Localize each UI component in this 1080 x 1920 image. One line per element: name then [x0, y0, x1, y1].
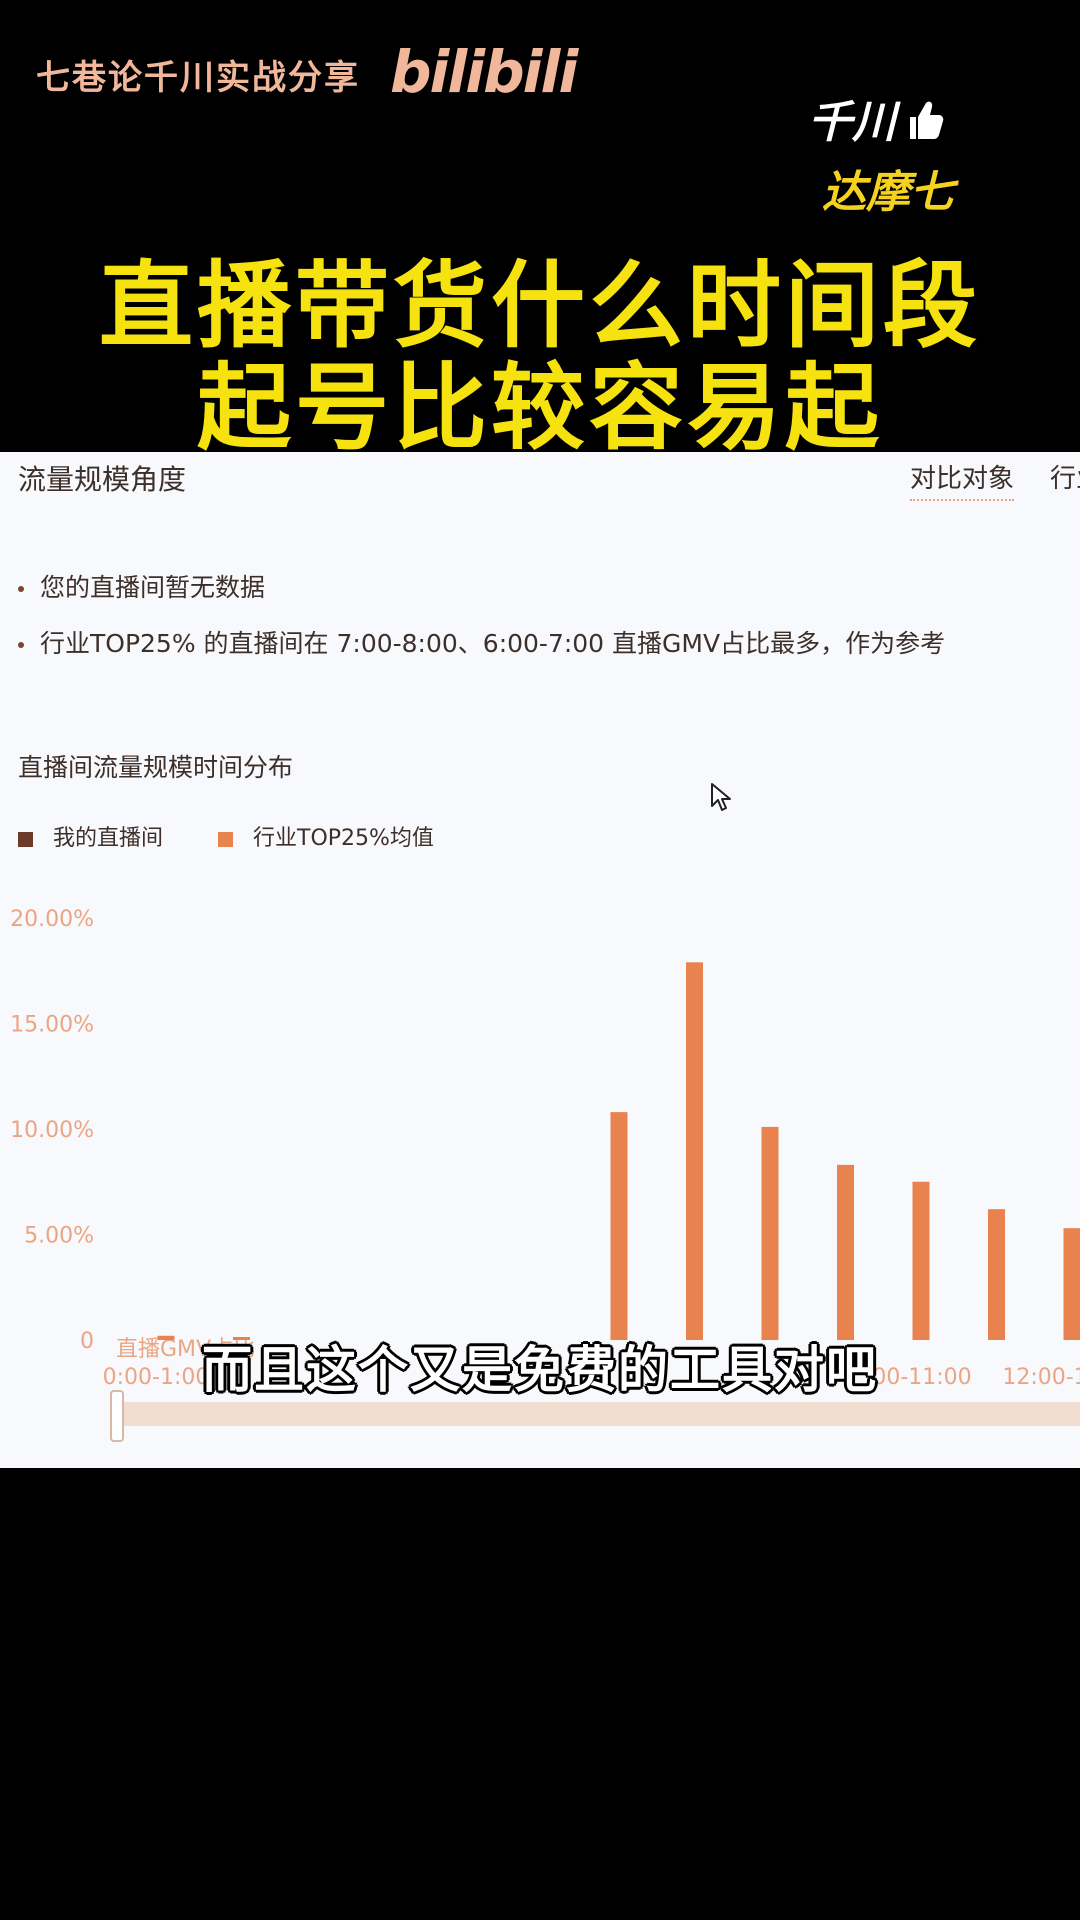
brand-line2: 达摩七	[822, 166, 954, 218]
legend-industry-top25[interactable]: 行业TOP25%均值	[218, 820, 434, 852]
mouse-cursor-icon	[710, 782, 732, 816]
video-footer	[0, 1468, 1080, 1920]
y-tick-label: 10.00%	[10, 1118, 94, 1143]
video-subtitle: 而且这个又是免费的工具对吧	[202, 1341, 878, 1399]
y-tick-label: 5.00%	[24, 1224, 94, 1249]
industry-selector[interactable]: 行业	[1050, 464, 1080, 494]
headline-line1: 直播带货什么时间段	[98, 252, 981, 361]
legend-my-room[interactable]: 我的直播间	[18, 820, 163, 852]
legend-label: 我的直播间	[53, 826, 164, 851]
compare-target-dropdown[interactable]: 对比对象	[910, 458, 1015, 501]
y-tick-label: 15.00%	[10, 1013, 94, 1038]
bar-industry-top25[interactable]	[837, 1164, 854, 1340]
range-slider-track[interactable]	[110, 1402, 1080, 1426]
brand-line1: 千川	[808, 97, 896, 148]
x-tick-label: 12:00-1	[1002, 1365, 1080, 1390]
y-tick-label: 20.00%	[10, 907, 94, 932]
x-tick-label: 0:00-1:00	[103, 1365, 210, 1390]
bullet-industry-tip: 行业TOP25% 的直播间在 7:00-8:00、6:00-7:00 直播GMV…	[18, 624, 945, 660]
bullet-dot	[18, 642, 24, 648]
y-axis-title: 直播GMV占比	[116, 1337, 255, 1362]
bullet-text: 您的直播间暂无数据	[40, 573, 266, 602]
channel-name: 七巷论千川实战分享	[36, 58, 360, 98]
bar-industry-top25[interactable]	[988, 1209, 1005, 1340]
bar-industry-top25[interactable]	[610, 1112, 628, 1340]
brand-logo: 千川 达摩七	[808, 86, 998, 220]
y-tick-label: 0	[80, 1329, 94, 1354]
chart-title: 直播间流量规模时间分布	[18, 753, 294, 782]
bar-industry-top25[interactable]	[157, 1335, 175, 1340]
analytics-panel: 流量规模角度 对比对象 行业 您的直播间暂无数据 行业TOP25% 的直播间在 …	[0, 452, 1080, 1468]
range-slider-handle[interactable]	[110, 1390, 124, 1442]
thumbs-up-icon	[904, 99, 944, 152]
bullet-no-data: 您的直播间暂无数据	[18, 568, 265, 604]
legend-swatch	[18, 831, 33, 847]
bar-industry-top25[interactable]	[233, 1337, 250, 1340]
gmv-bar-chart: 直播GMV占比 0 5.00% 10.00% 15.00% 20.00% 0:00-1:…	[10, 907, 1080, 1390]
bullet-dot	[18, 586, 24, 592]
bar-industry-top25[interactable]	[912, 1181, 930, 1340]
bar-industry-top25[interactable]	[686, 962, 703, 1340]
bar-industry-top25[interactable]	[1063, 1228, 1080, 1340]
section-title: 流量规模角度	[18, 463, 187, 496]
headline-line2: 起号比较容易起	[196, 354, 883, 463]
x-tick-label: 00-11:00	[872, 1365, 971, 1390]
bilibili-logo: bilibili	[390, 38, 578, 106]
legend-label: 行业TOP25%均值	[253, 826, 434, 851]
legend-swatch	[218, 831, 233, 847]
video-header: 七巷论千川实战分享 bilibili 千川 达摩七 直播带货什么时间段 起号比较…	[0, 0, 1080, 463]
bullet-text: 行业TOP25% 的直播间在 7:00-8:00、6:00-7:00 直播GMV…	[40, 629, 946, 658]
bar-industry-top25[interactable]	[761, 1126, 779, 1340]
